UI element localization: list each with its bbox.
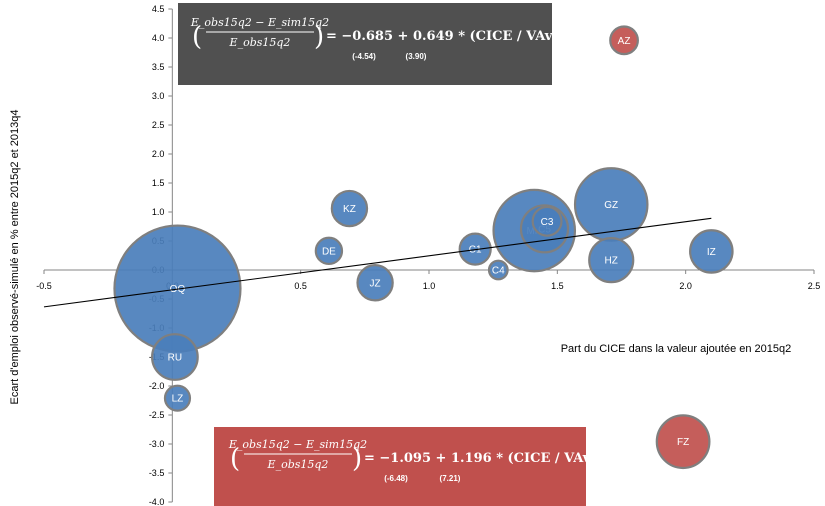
paren-close: ) bbox=[314, 22, 324, 52]
bubble-circle bbox=[487, 259, 509, 281]
bubble-az: AZ bbox=[609, 25, 639, 56]
bubble-label: C4 bbox=[492, 266, 505, 277]
eq-top-tstat-2: (3.90) bbox=[406, 52, 427, 61]
bubble-hz: HZ bbox=[588, 237, 635, 284]
y-tick-label: 4.0 bbox=[152, 33, 165, 43]
paren-close: ) bbox=[352, 444, 362, 474]
x-tick-label: -0.5 bbox=[36, 281, 52, 291]
y-tick-label: -2.5 bbox=[149, 410, 165, 420]
bubble-circle bbox=[150, 333, 199, 381]
bubble-circle bbox=[356, 264, 394, 302]
regression-equation-top: ( E_obs15q2 − E_sim15q2 E_obs15q2 ) = −0… bbox=[178, 3, 552, 85]
bubble-de: DE bbox=[314, 236, 344, 266]
x-tick-label: 1.0 bbox=[423, 281, 436, 291]
bubbles: OQMNGZFZC5RUHZIZKZJZC1C3AZDELZC4 bbox=[113, 25, 734, 470]
y-tick-label: -2.0 bbox=[149, 381, 165, 391]
bubble-iz: IZ bbox=[689, 229, 734, 274]
y-tick-label: 3.0 bbox=[152, 91, 165, 101]
eq-bottom-denominator: E_obs15q2 bbox=[267, 458, 329, 471]
x-tick-label: 2.0 bbox=[679, 281, 692, 291]
bubble-label: RU bbox=[168, 353, 182, 364]
x-tick-label: 0.5 bbox=[294, 281, 307, 291]
bubble-label: C3 bbox=[541, 217, 554, 228]
x-tick-label: 1.5 bbox=[551, 281, 564, 291]
bubble-circle bbox=[163, 384, 192, 412]
eq-bottom-tstat-1: (-6.48) bbox=[384, 474, 408, 483]
eq-top-rhs: = −0.685 + 0.649 * (CICE / VAval)_i + ε_… bbox=[326, 29, 552, 44]
bubble-label: HZ bbox=[605, 256, 618, 267]
bubble-ru: RU bbox=[150, 333, 199, 381]
eq-top-tstat-1: (-4.54) bbox=[352, 52, 376, 61]
eq-bottom-numerator: E_obs15q2 − E_sim15q2 bbox=[228, 438, 367, 451]
bubble-label: LZ bbox=[172, 394, 184, 405]
y-tick-label: 3.5 bbox=[152, 62, 165, 72]
eq-bottom-rhs: = −1.095 + 1.196 * (CICE / VAval)_i + ε_… bbox=[364, 451, 586, 466]
equation-top-formula: ( E_obs15q2 − E_sim15q2 E_obs15q2 ) = −0… bbox=[190, 16, 552, 61]
y-tick-label: 1.5 bbox=[152, 178, 165, 188]
eq-bottom-tstat-2: (7.21) bbox=[440, 474, 461, 483]
y-tick-label: 2.5 bbox=[152, 120, 165, 130]
y-axis-label: Ecart d'emploi observé-simulé en % entre… bbox=[9, 109, 21, 404]
bubble-label: JZ bbox=[370, 278, 381, 289]
x-tick-label: 2.5 bbox=[808, 281, 821, 291]
bubble-label: AZ bbox=[618, 36, 631, 47]
bubble-kz: KZ bbox=[330, 189, 369, 228]
bubble-oq: OQ bbox=[113, 224, 242, 353]
bubble-circle bbox=[655, 414, 711, 470]
regression-equation-bottom: ( E_obs15q2 − E_sim15q2 E_obs15q2 ) = −1… bbox=[214, 427, 586, 506]
paren-open: ( bbox=[230, 444, 240, 474]
trendline-group bbox=[43, 217, 712, 308]
bubble-label: KZ bbox=[343, 204, 356, 215]
bubble-circle bbox=[314, 236, 344, 266]
trendline bbox=[43, 217, 712, 308]
paren-open: ( bbox=[192, 22, 202, 52]
eq-top-numerator: E_obs15q2 − E_sim15q2 bbox=[190, 16, 329, 29]
bubble-circle bbox=[330, 189, 369, 228]
y-tick-label: -3.0 bbox=[149, 439, 165, 449]
bubble-label: GZ bbox=[604, 200, 618, 211]
x-axis-label: Part du CICE dans la valeur ajoutée en 2… bbox=[561, 343, 792, 355]
y-tick-label: 1.0 bbox=[152, 207, 165, 217]
bubble-circle bbox=[588, 237, 635, 284]
y-tick-label: 4.5 bbox=[152, 4, 165, 14]
y-tick-label: -3.5 bbox=[149, 468, 165, 478]
bubble-c4: C4 bbox=[487, 259, 509, 281]
y-tick-label: -4.0 bbox=[149, 497, 165, 506]
bubble-circle bbox=[609, 25, 639, 56]
eq-top-denominator: E_obs15q2 bbox=[229, 36, 291, 49]
bubble-label: FZ bbox=[677, 437, 689, 448]
bubble-circle bbox=[531, 205, 563, 237]
y-tick-label: 2.0 bbox=[152, 149, 165, 159]
bubble-circle bbox=[689, 229, 734, 274]
bubble-jz: JZ bbox=[356, 264, 394, 302]
bubble-c3: C3 bbox=[531, 205, 563, 237]
equation-bottom-formula: ( E_obs15q2 − E_sim15q2 E_obs15q2 ) = −1… bbox=[228, 438, 586, 483]
bubble-label: IZ bbox=[707, 247, 716, 258]
bubble-fz: FZ bbox=[655, 414, 711, 470]
bubble-lz: LZ bbox=[163, 384, 192, 412]
bubble-label: DE bbox=[322, 246, 336, 257]
bubble-gz: GZ bbox=[573, 167, 649, 242]
